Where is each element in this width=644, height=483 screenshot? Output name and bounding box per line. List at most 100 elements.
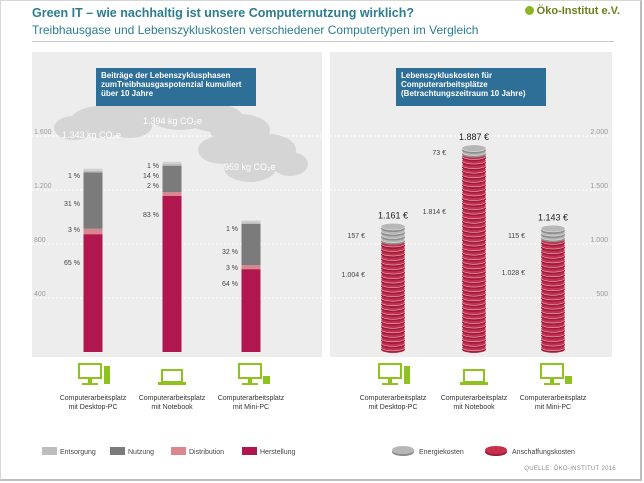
monitor-stand xyxy=(248,379,252,383)
left-notebook-icon xyxy=(158,369,186,385)
monitor-stand xyxy=(388,379,392,383)
percent-label: 1 % xyxy=(147,163,159,170)
chimney-segment-herstellung xyxy=(241,269,261,352)
device-label-1: Computerarbeitsplatz xyxy=(441,395,508,402)
device-label-2: mit Mini-PC xyxy=(233,404,269,411)
monitor-stand xyxy=(88,379,92,383)
left-y-tick-label: 1.600 xyxy=(34,129,52,136)
percent-label: 32 % xyxy=(222,249,238,256)
notebook-screen xyxy=(161,369,183,383)
title-divider xyxy=(32,41,614,42)
percent-label: 83 % xyxy=(143,212,159,219)
logo-text: Öko-Institut e.V. xyxy=(536,5,620,17)
chimney-segment-distribution xyxy=(83,228,103,235)
legend-label: Entsorgung xyxy=(60,449,96,456)
cloud-puff xyxy=(54,116,94,140)
percent-label: 3 % xyxy=(68,227,80,234)
percent-label: 65 % xyxy=(64,260,80,267)
co2-total-label: 959 kg CO₂e xyxy=(224,162,276,172)
cloud-puff xyxy=(224,154,276,182)
legend-swatch xyxy=(42,447,57,455)
chimney-segment-herstellung xyxy=(162,195,182,352)
chimney-segment-entsorgung xyxy=(162,163,182,166)
monitor-base xyxy=(544,383,560,385)
logo: Öko-Institut e.V. xyxy=(524,5,620,17)
device-label-2: mit Mini-PC xyxy=(535,404,571,411)
monitor-outline xyxy=(238,363,262,379)
coin-energie-top xyxy=(380,223,406,231)
percent-label: 2 % xyxy=(147,183,159,190)
chimney-segment-entsorgung xyxy=(241,222,261,224)
notebook-screen xyxy=(463,369,485,383)
device-label-2: mit Notebook xyxy=(453,404,495,411)
left-mini-pc-icon xyxy=(238,363,270,385)
cloud-puff xyxy=(272,152,308,176)
legend-coin-anschaffung xyxy=(485,446,507,454)
cost-total-label: 1.161 € xyxy=(378,211,408,221)
device-label-2: mit Desktop-PC xyxy=(368,404,417,411)
monitor-base xyxy=(242,383,258,385)
chimney-segment-distribution xyxy=(241,265,261,270)
right-y-tick-label: 1.000 xyxy=(590,237,608,244)
legend-label: Herstellung xyxy=(260,449,296,456)
right-y-tick-label: 1.500 xyxy=(590,183,608,190)
mini-pc-box xyxy=(263,376,270,384)
chimney-segment-nutzung xyxy=(83,172,103,229)
coin-energie-top xyxy=(540,224,566,233)
legend-swatch xyxy=(171,447,186,455)
left-desktop-pc-icon xyxy=(78,363,110,385)
monitor-outline xyxy=(378,363,402,379)
monitor-stand xyxy=(550,379,554,383)
anschaffung-label: 1.028 € xyxy=(502,270,525,277)
anschaffung-label: 1.814 € xyxy=(423,209,446,216)
legend-label: Nutzung xyxy=(128,449,154,456)
pc-tower xyxy=(404,366,410,384)
device-label-1: Computerarbeitsplatz xyxy=(520,395,587,402)
monitor-outline xyxy=(540,363,564,379)
percent-label: 1 % xyxy=(68,173,80,180)
legend-label: Anschaffungskosten xyxy=(512,449,575,456)
chimney-cap xyxy=(241,220,261,223)
co2-total-label: 1.394 kg CO₂e xyxy=(143,116,202,126)
device-label-1: Computerarbeitsplatz xyxy=(60,395,127,402)
percent-label: 3 % xyxy=(226,265,238,272)
anschaffung-label: 1.004 € xyxy=(342,272,365,279)
page-subtitle: Treibhausgase und Lebenszykluskosten ver… xyxy=(32,23,479,37)
coin-energie-top xyxy=(461,144,487,152)
page-title: Green IT – wie nachhaltig ist unsere Com… xyxy=(32,6,415,20)
right-mini-pc-icon xyxy=(540,363,572,385)
chimney-segment-herstellung xyxy=(83,234,103,352)
source-note: QUELLE: ÖKO-INSTITUT 2016 xyxy=(524,466,616,472)
pc-tower xyxy=(104,366,110,384)
legend-label: Distribution xyxy=(189,449,224,456)
right-desktop-pc-icon xyxy=(378,363,410,385)
chimney-cap xyxy=(83,168,103,171)
device-label-1: Computerarbeitsplatz xyxy=(360,395,427,402)
energie-label: 157 € xyxy=(347,233,365,240)
right-chart-title: Lebenszykluskosten für Computerarbeitspl… xyxy=(396,68,546,106)
chimney-segment-nutzung xyxy=(241,223,261,266)
notebook-base xyxy=(158,382,186,385)
chimney-segment-nutzung xyxy=(162,165,182,193)
percent-label: 1 % xyxy=(226,226,238,233)
legend-coin-energie xyxy=(392,446,414,454)
left-chart-title: Beiträge der Lebenszyklusphasen zumTreib… xyxy=(96,68,256,106)
percent-label: 31 % xyxy=(64,201,80,208)
right-y-tick-label: 2.000 xyxy=(590,129,608,136)
legend-swatch xyxy=(242,447,257,455)
chimney-segment-distribution xyxy=(162,192,182,196)
left-y-tick-label: 400 xyxy=(34,291,46,298)
left-y-tick-label: 800 xyxy=(34,237,46,244)
legend-label: Energiekosten xyxy=(419,449,464,456)
energie-label: 115 € xyxy=(508,233,525,240)
percent-label: 64 % xyxy=(222,281,238,288)
energie-label: 73 € xyxy=(432,150,446,157)
legend-swatch xyxy=(110,447,125,455)
left-y-tick-label: 1.200 xyxy=(34,183,52,190)
notebook-base xyxy=(460,382,488,385)
chimney-segment-entsorgung xyxy=(83,170,103,173)
chimney-cap xyxy=(162,161,182,164)
monitor-base xyxy=(82,383,98,385)
monitor-base xyxy=(382,383,398,385)
